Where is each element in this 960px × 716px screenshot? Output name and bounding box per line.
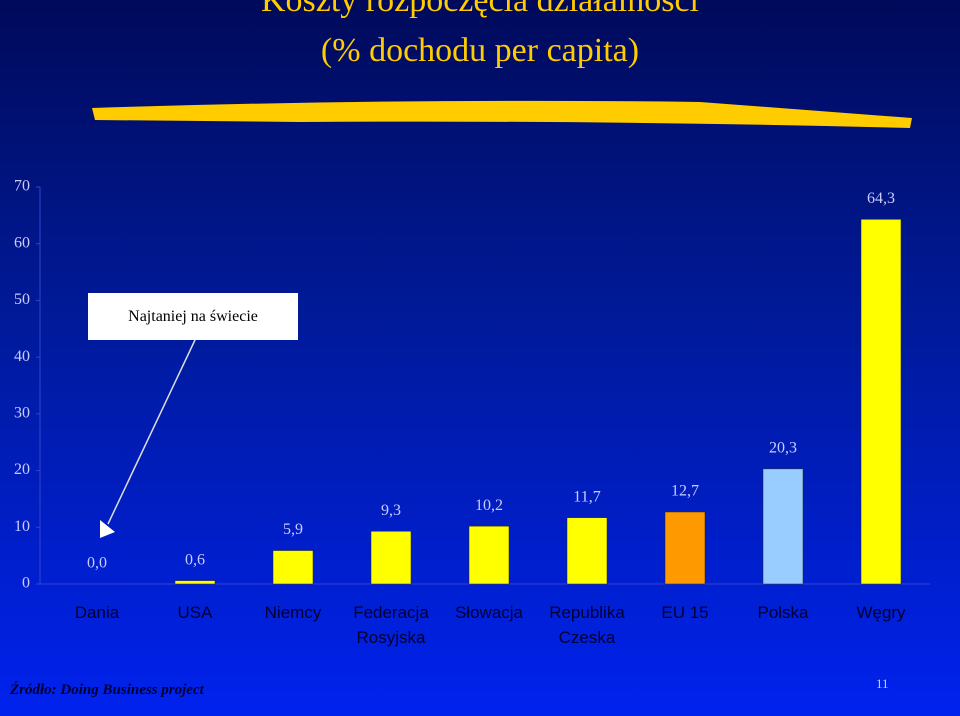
y-tick-label: 20 (14, 461, 30, 478)
x-tick-label: Węgry (856, 603, 906, 622)
value-label: 10,2 (475, 497, 503, 514)
slide-title: Koszty rozpoczęcia działalności (% docho… (260, 0, 699, 69)
bar (860, 219, 902, 585)
source: Źródło: Doing Business project (10, 682, 204, 698)
y-tick-label: 0 (22, 575, 30, 592)
y-tick-label: 10 (14, 518, 30, 535)
value-label: 12,7 (671, 483, 699, 500)
arrow-head (100, 520, 115, 538)
x-tick-label: USA (177, 603, 213, 622)
x-tick-label: Polska (757, 603, 809, 622)
value-label: 9,3 (381, 502, 401, 519)
x-tick-label: EU 15 (661, 603, 709, 622)
bar (566, 517, 608, 585)
x-tick-label: Słowacja (454, 603, 524, 622)
bar (664, 511, 706, 585)
value-label: 5,9 (283, 521, 303, 538)
bar (174, 580, 216, 585)
y-tick-label: 30 (14, 405, 30, 422)
title-underline (92, 100, 912, 128)
value-label: 0,0 (87, 555, 107, 572)
x-tick-label: Niemcy (264, 603, 322, 622)
x-tick-label: Federacja Rosyjska (353, 603, 429, 647)
page-number: 11 (876, 676, 889, 691)
bar (272, 550, 314, 585)
y-tick-label: 70 (14, 178, 30, 195)
bar (468, 525, 510, 585)
annotation-arrow (107, 339, 196, 525)
value-label: 64,3 (867, 190, 895, 207)
y-tick-label: 50 (14, 291, 30, 308)
y-tick-label: 40 (14, 348, 30, 365)
value-label: 20,3 (769, 440, 797, 457)
value-label: 0,6 (185, 551, 205, 568)
y-tick-label: 60 (14, 234, 30, 251)
bar (370, 531, 412, 585)
value-label: 11,7 (573, 488, 600, 505)
x-tick-label: Republika Czeska (549, 603, 625, 647)
annotation: Najtaniej na świecie (88, 293, 298, 340)
bar (762, 468, 804, 585)
x-tick-label: Dania (74, 603, 120, 622)
